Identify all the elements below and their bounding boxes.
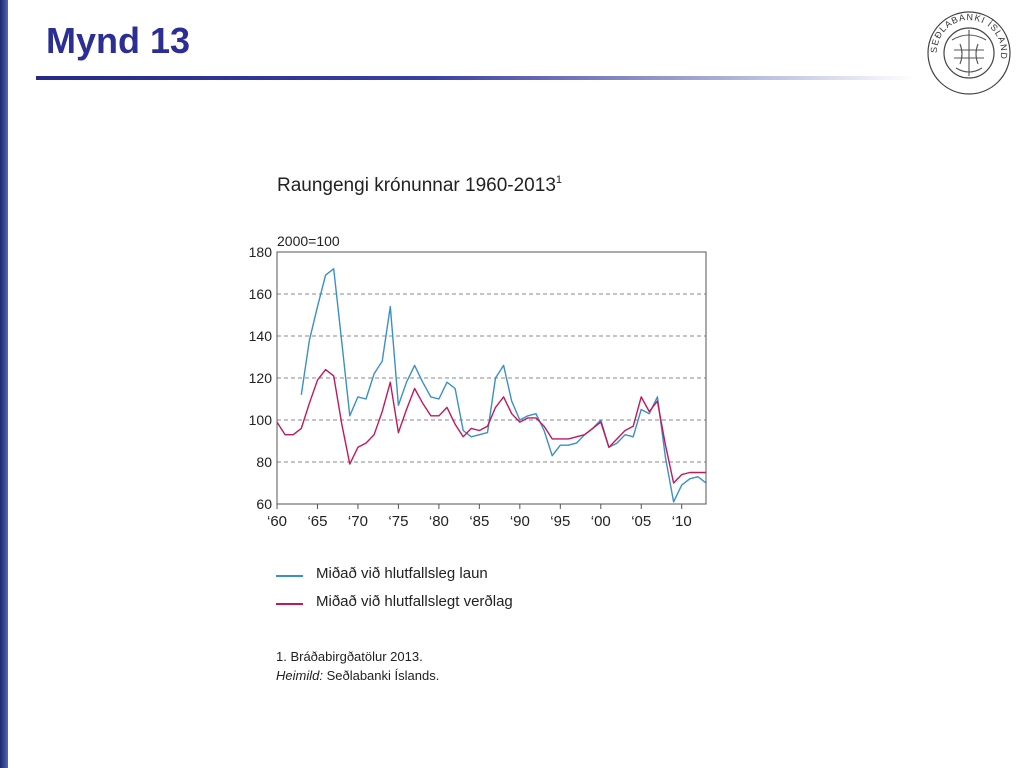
- y-axis-unit-label: 2000=100: [277, 233, 340, 249]
- legend-label-prices: Miðað við hlutfallslegt verðlag: [316, 593, 513, 610]
- seal-icon: SEÐLABANKI ÍSLANDS: [926, 10, 1011, 95]
- axis-ticks: [276, 504, 683, 509]
- y-tick-label: 120: [249, 370, 273, 386]
- y-tick-label: 80: [256, 454, 272, 470]
- x-tick-label: ‘80: [429, 513, 449, 530]
- x-tick-label: ‘70: [348, 513, 368, 530]
- x-tick-label: ‘95: [550, 513, 570, 530]
- source-text: Seðlabanki Íslands.: [322, 668, 440, 683]
- x-tick-label: ‘60: [267, 513, 287, 530]
- series-line-wages: [300, 268, 707, 503]
- y-tick-label: 160: [249, 286, 273, 302]
- slide-title: Mynd 13: [46, 20, 191, 61]
- x-tick-label: ‘65: [307, 513, 327, 530]
- title-divider: [36, 76, 916, 80]
- legend-swatch-prices: [276, 603, 303, 605]
- chart-title: Raungengi krónunnar 1960-20131: [277, 174, 562, 196]
- x-tick-label: ‘90: [510, 513, 530, 530]
- legend-swatch-wages: [276, 575, 303, 577]
- y-tick-label: 180: [249, 244, 273, 260]
- x-tick-label: ‘05: [631, 513, 651, 530]
- x-tick-label: ‘75: [388, 513, 408, 530]
- x-tick-labels: ‘60 ‘65 ‘70 ‘75 ‘80 ‘85 ‘90 ‘95 ‘00 ‘05 ‘10: [267, 513, 692, 530]
- y-tick-labels: 60 80 100 120 140 160 180: [249, 244, 273, 512]
- chart-title-footnote-mark: 1: [556, 174, 562, 186]
- series-lines: [276, 268, 707, 503]
- y-tick-label: 60: [256, 496, 272, 512]
- chart-source: Heimild: Seðlabanki Íslands.: [276, 666, 439, 685]
- y-tick-label: 140: [249, 328, 273, 344]
- x-tick-label: ‘00: [591, 513, 611, 530]
- y-tick-label: 100: [249, 412, 273, 428]
- x-tick-label: ‘10: [672, 513, 692, 530]
- plot-frame: [276, 251, 707, 505]
- chart-title-text: Raungengi krónunnar 1960-2013: [277, 175, 556, 196]
- left-accent-bar: [0, 0, 8, 768]
- x-tick-label: ‘85: [469, 513, 489, 530]
- series-line-prices: [276, 368, 706, 484]
- grid-lines: [277, 293, 706, 463]
- legend-label-wages: Miðað við hlutfallsleg laun: [316, 565, 488, 582]
- source-label: Heimild:: [276, 668, 323, 683]
- chart-footnote: 1. Bráðabirgðatölur 2013.: [276, 649, 423, 664]
